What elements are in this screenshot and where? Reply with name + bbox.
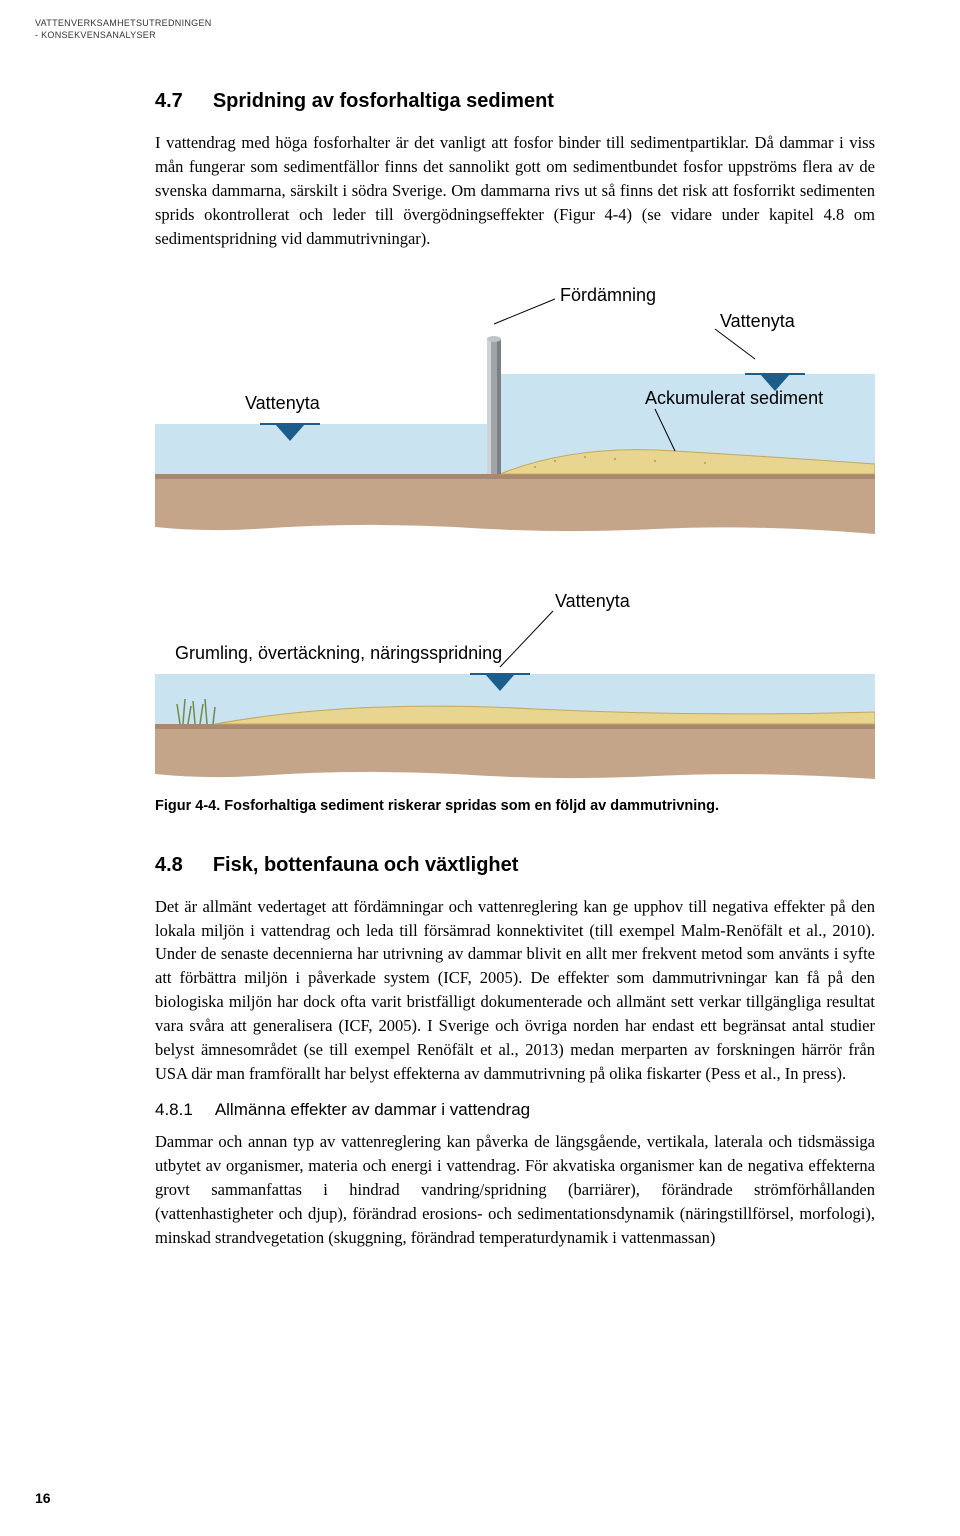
- page-number: 16: [35, 1490, 51, 1506]
- section-47-heading: 4.7 Spridning av fosforhaltiga sediment: [155, 90, 875, 113]
- section-48-paragraph: Det är allmänt vedertaget att fördämning…: [155, 895, 875, 1086]
- label-vattenyta-b: Vattenyta: [555, 591, 631, 611]
- label-vattenyta-tr: Vattenyta: [720, 311, 796, 331]
- label-vattenyta-tl: Vattenyta: [245, 393, 321, 413]
- section-481-title: Allmänna effekter av dammar i vattendrag: [215, 1100, 530, 1119]
- label-grumling: Grumling, övertäckning, näringsspridning: [175, 643, 502, 663]
- section-47-paragraph: I vattendrag med höga fosforhalter är de…: [155, 131, 875, 251]
- figure-4-4: Fördämning Vattenyta Vattenyta Ackumuler…: [155, 279, 875, 814]
- section-48-number: 4.8: [155, 854, 183, 877]
- section-47-title: Spridning av fosforhaltiga sediment: [213, 90, 554, 112]
- section-47-number: 4.7: [155, 90, 183, 113]
- header-line-1: VATTENVERKSAMHETSUTREDNINGEN: [35, 18, 212, 30]
- section-481-paragraph: Dammar och annan typ av vattenreglering …: [155, 1130, 875, 1250]
- dam-diagram: Fördämning Vattenyta Vattenyta Ackumuler…: [155, 279, 875, 779]
- header-line-2: - KONSEKVENSANALYSER: [35, 30, 212, 42]
- page-header: VATTENVERKSAMHETSUTREDNINGEN - KONSEKVEN…: [35, 18, 212, 41]
- label-fordamning: Fördämning: [560, 285, 656, 305]
- section-48-title: Fisk, bottenfauna och växtlighet: [213, 854, 519, 876]
- section-481-number: 4.8.1: [155, 1100, 193, 1120]
- label-ackumulerat: Ackumulerat sediment: [645, 388, 823, 408]
- section-48-heading: 4.8 Fisk, bottenfauna och växtlighet: [155, 854, 875, 877]
- main-content: 4.7 Spridning av fosforhaltiga sediment I…: [155, 90, 875, 1264]
- section-481-heading: 4.8.1 Allmänna effekter av dammar i vatte…: [155, 1100, 875, 1120]
- figure-caption: Figur 4-4. Fosforhaltiga sediment risker…: [155, 798, 875, 814]
